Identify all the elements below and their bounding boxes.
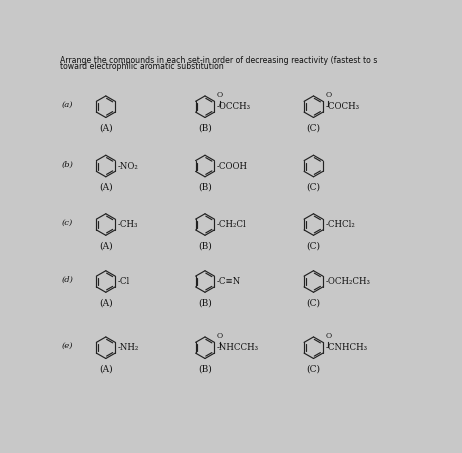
- Text: -CNHCH₃: -CNHCH₃: [326, 343, 368, 352]
- Text: O: O: [325, 332, 331, 340]
- Text: (d): (d): [61, 276, 73, 284]
- Text: -NO₂: -NO₂: [118, 162, 139, 170]
- Text: -NHCCH₃: -NHCCH₃: [217, 343, 259, 352]
- Text: (B): (B): [198, 241, 212, 251]
- Text: (C): (C): [306, 299, 321, 308]
- Text: -OCH₂CH₃: -OCH₂CH₃: [326, 277, 371, 286]
- Text: (B): (B): [198, 183, 212, 192]
- Text: toward electrophilic aromatic substitution: toward electrophilic aromatic substituti…: [60, 62, 224, 71]
- Text: (B): (B): [198, 365, 212, 374]
- Text: (A): (A): [99, 241, 113, 251]
- Text: (C): (C): [306, 365, 321, 374]
- Text: (A): (A): [99, 365, 113, 374]
- Text: -C≡N: -C≡N: [217, 277, 241, 286]
- Text: (b): (b): [61, 160, 73, 169]
- Text: Arrange the compounds in each set-in order of decreasing reactivity (fastest to : Arrange the compounds in each set-in ord…: [60, 56, 377, 65]
- Text: -CH₃: -CH₃: [118, 220, 138, 229]
- Text: (c): (c): [61, 219, 73, 227]
- Text: (A): (A): [99, 299, 113, 308]
- Text: -Cl: -Cl: [118, 277, 130, 286]
- Text: -OCCH₃: -OCCH₃: [217, 102, 251, 111]
- Text: (C): (C): [306, 241, 321, 251]
- Text: -NH₂: -NH₂: [118, 343, 139, 352]
- Text: (A): (A): [99, 124, 113, 133]
- Text: (C): (C): [306, 124, 321, 133]
- Text: O: O: [217, 332, 223, 340]
- Text: (B): (B): [198, 124, 212, 133]
- Text: (C): (C): [306, 183, 321, 192]
- Text: -CH₂Cl: -CH₂Cl: [217, 220, 247, 229]
- Text: -COOH: -COOH: [217, 162, 248, 170]
- Text: O: O: [325, 91, 331, 99]
- Text: (e): (e): [61, 342, 73, 350]
- Text: (A): (A): [99, 183, 113, 192]
- Text: O: O: [217, 91, 223, 99]
- Text: (B): (B): [198, 299, 212, 308]
- Text: (a): (a): [61, 101, 73, 109]
- Text: -CHCl₂: -CHCl₂: [326, 220, 355, 229]
- Text: -COCH₃: -COCH₃: [326, 102, 359, 111]
